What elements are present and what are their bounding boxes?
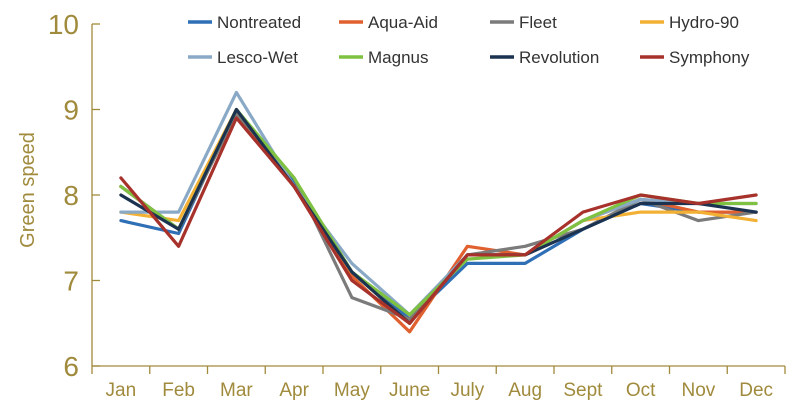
legend-label: Fleet xyxy=(519,13,557,32)
legend-item: Lesco-Wet xyxy=(188,48,298,67)
x-tick-label: Jan xyxy=(106,380,137,401)
legend-item: Symphony xyxy=(640,48,750,67)
legend-label: Hydro-90 xyxy=(669,13,739,32)
x-tick-label: Feb xyxy=(162,380,195,401)
x-tick-label: Sept xyxy=(563,380,603,401)
legend-label: Symphony xyxy=(669,48,750,67)
x-tick-label: May xyxy=(334,380,370,401)
y-tick-label: 6 xyxy=(63,351,79,382)
y-tick-label: 7 xyxy=(63,266,79,297)
x-tick-label: Aug xyxy=(508,380,542,401)
y-tick-label: 9 xyxy=(63,95,79,126)
legend-item: Revolution xyxy=(490,48,599,67)
legend-label: Nontreated xyxy=(217,13,301,32)
legend-label: Magnus xyxy=(368,48,428,67)
x-tick-label: July xyxy=(450,380,484,401)
x-tick-label: June xyxy=(389,380,430,401)
series-line-symphony xyxy=(119,116,758,325)
x-tick-label: Apr xyxy=(279,380,309,401)
legend-item: Magnus xyxy=(339,48,428,67)
legend-label: Revolution xyxy=(519,48,599,67)
axes: 6 7 8 9 10 Jan Feb Mar Apr May June July Aug Sept Oct N… xyxy=(48,9,786,401)
x-tick-label: Nov xyxy=(681,380,715,401)
x-tick-label: Oct xyxy=(626,380,656,401)
legend-label: Aqua-Aid xyxy=(368,13,438,32)
legend-item: Hydro-90 xyxy=(640,13,739,32)
y-axis-label: Green speed xyxy=(17,132,39,248)
legend: Nontreated Aqua-Aid Fleet Hydro-90 Lesco-Wet… xyxy=(188,13,750,67)
y-tick-label: 8 xyxy=(63,180,79,211)
legend-item: Fleet xyxy=(490,13,557,32)
legend-item: Aqua-Aid xyxy=(339,13,438,32)
x-tick-label: Mar xyxy=(220,380,253,401)
x-tick-label: Dec xyxy=(739,380,773,401)
y-tick-label: 10 xyxy=(48,9,79,40)
legend-item: Nontreated xyxy=(188,13,301,32)
series-layer xyxy=(119,90,758,334)
legend-label: Lesco-Wet xyxy=(217,48,298,67)
